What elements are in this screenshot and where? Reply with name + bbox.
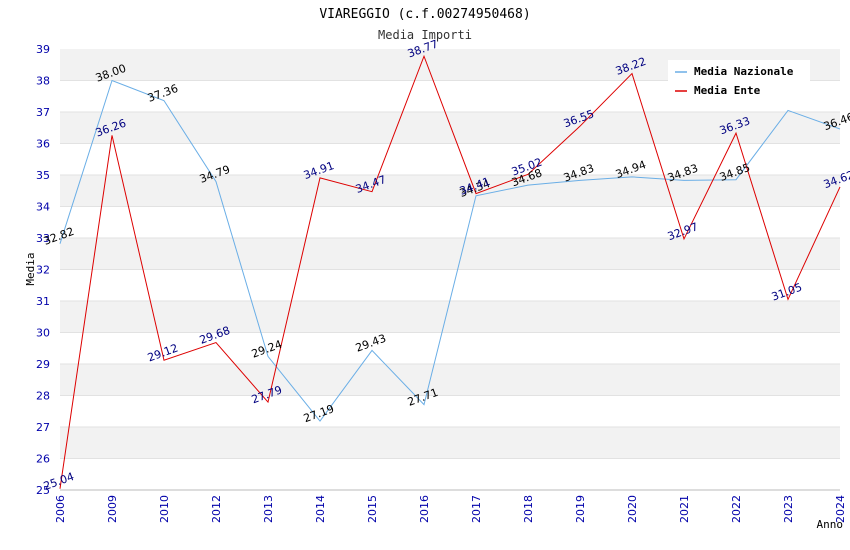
x-tick-label: 2018 (522, 495, 535, 523)
x-tick-label: 2020 (626, 495, 639, 523)
y-tick-label: 38 (36, 75, 50, 88)
y-tick-label: 31 (36, 295, 50, 308)
legend-label-media-nazionale: Media Nazionale (694, 65, 794, 78)
grid-band (60, 269, 840, 301)
x-tick-label: 2012 (210, 495, 223, 523)
legend-label-media-ente: Media Ente (694, 84, 761, 97)
grid-band (60, 395, 840, 427)
grid-band (60, 364, 840, 396)
y-tick-label: 29 (36, 358, 50, 371)
x-tick-label: 2017 (470, 495, 483, 523)
grid-band (60, 143, 840, 175)
y-tick-label: 35 (36, 169, 50, 182)
grid-band (60, 427, 840, 459)
y-tick-label: 26 (36, 453, 50, 466)
y-tick-label: 32 (36, 264, 50, 277)
grid-band (60, 112, 840, 144)
x-tick-label: 2019 (574, 495, 587, 523)
legend: Media Nazionale Media Ente (668, 60, 810, 100)
y-tick-label: 33 (36, 232, 50, 245)
grid-band (60, 238, 840, 270)
x-axis-ticks: 2006 2009 2010 2012 2013 2014 2015 2016 2017 2018… (54, 495, 847, 523)
y-tick-label: 39 (36, 43, 50, 56)
grid-bands (60, 49, 840, 491)
y-axis-label: Media (24, 252, 37, 285)
y-tick-label: 30 (36, 327, 50, 340)
x-tick-label: 2021 (678, 495, 691, 523)
y-tick-label: 28 (36, 390, 50, 403)
grid-band (60, 301, 840, 333)
x-tick-label: 2024 (834, 495, 847, 523)
x-tick-label: 2013 (262, 495, 275, 523)
x-tick-label: 2009 (106, 495, 119, 523)
series-line-media-ente (59, 54, 841, 489)
grid-band (60, 206, 840, 238)
y-tick-label: 27 (36, 421, 50, 434)
x-tick-label: 2015 (366, 495, 379, 523)
x-tick-label: 2010 (158, 495, 171, 523)
x-tick-label: 2022 (730, 495, 743, 523)
x-tick-label: 2006 (54, 495, 67, 523)
chart-title: VIAREGGIO (c.f.00274950468) (319, 7, 530, 22)
series-group (59, 54, 841, 489)
x-axis-label: Anno (817, 518, 844, 531)
grid-band (60, 458, 840, 490)
x-tick-label: 2023 (782, 495, 795, 523)
legend-box (668, 60, 810, 100)
y-tick-label: 36 (36, 138, 50, 151)
x-tick-label: 2016 (418, 495, 431, 523)
chart-subtitle: Media Importi (378, 28, 472, 42)
y-tick-label: 34 (36, 201, 50, 214)
y-axis-ticks: 25 26 27 28 29 30 31 32 33 34 35 36 37 38 39 (36, 43, 50, 497)
grid-band (60, 332, 840, 364)
series-line-media-nazionale (59, 79, 841, 422)
y-tick-label: 37 (36, 106, 50, 119)
x-tick-label: 2014 (314, 495, 327, 523)
y-tick-label: 25 (36, 484, 50, 497)
